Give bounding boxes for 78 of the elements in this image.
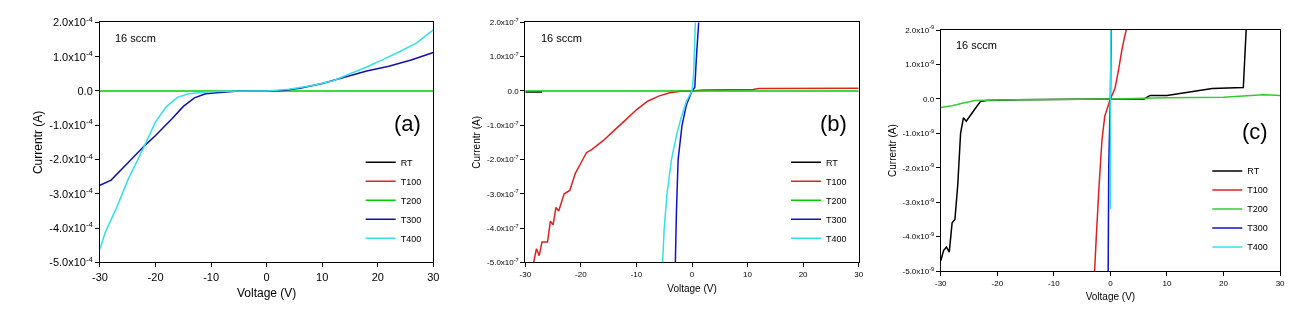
y-tick-label: 0.0 — [77, 84, 93, 97]
legend-label: T200 — [826, 195, 847, 206]
legend-label: T300 — [1247, 223, 1268, 234]
y-tick-label: -1.0x10$^{-4}$ — [49, 117, 94, 132]
x-tick-label: -30 — [935, 278, 948, 288]
x-tick-label: 10 — [743, 270, 753, 280]
x-tick-label: 30 — [1275, 278, 1286, 288]
x-axis-title: Voltage (V) — [236, 285, 297, 300]
x-tick-label: -20 — [147, 270, 164, 283]
x-tick-label: 0 — [689, 270, 695, 280]
y-tick-label: -4.0x10$^{-4}$ — [49, 220, 94, 235]
y-tick-label: 1.0x10$^{-4}$ — [52, 48, 94, 63]
legend-label: T100 — [400, 176, 422, 187]
y-tick-label: 1.0x10$^{-7}$ — [489, 51, 519, 62]
annotation: 16 sccm — [115, 32, 156, 44]
x-axis-title: Voltage (V) — [1085, 291, 1136, 303]
x-tick-label: -20 — [575, 270, 588, 280]
legend-label: RT — [400, 157, 414, 168]
y-tick-label: -3.0x10$^{-4}$ — [49, 186, 94, 200]
x-tick-label: 10 — [316, 270, 329, 283]
x-tick-label: -10 — [1048, 278, 1061, 288]
y-tick-label: -3.0x10$^{-7}$ — [487, 188, 519, 199]
y-tick-label: -4.0x10$^{-7}$ — [487, 222, 519, 233]
y-tick-label: -2.0x10$^{-7}$ — [487, 154, 519, 165]
y-tick-label: -4.0x10$^{-9}$ — [902, 231, 935, 242]
x-tick-label: 0 — [1108, 278, 1114, 288]
line-series — [661, 22, 697, 263]
annotation: 16 sccm — [541, 32, 582, 44]
legend-label: T200 — [400, 195, 422, 206]
legend-label: RT — [826, 157, 839, 168]
x-tick-label: 10 — [1162, 278, 1172, 288]
line-series — [940, 94, 1281, 109]
x-tick-label: 30 — [854, 270, 864, 280]
y-tick-label: -1.0x10$^{-7}$ — [487, 119, 519, 131]
x-tick-label: 20 — [371, 270, 384, 283]
legend-label: T400 — [400, 233, 422, 244]
x-tick-label: 0 — [263, 270, 270, 283]
y-tick-label: 1.0x10$^{-9}$ — [905, 58, 935, 70]
line-series — [99, 29, 434, 250]
line-series — [532, 87, 859, 263]
x-tick-label: -10 — [630, 270, 643, 280]
y-axis-title: Currentr (A) — [886, 124, 898, 177]
x-tick-label: -10 — [203, 270, 220, 283]
y-tick-label: -5.0x10$^{-9}$ — [902, 265, 935, 276]
legend-label: T400 — [1247, 242, 1268, 253]
y-tick-label: -1.0x10$^{-9}$ — [902, 127, 935, 139]
legend-label: T300 — [826, 214, 847, 225]
annotation: (a) — [394, 111, 421, 136]
y-tick-label: -2.0x10$^{-9}$ — [902, 162, 935, 173]
x-tick-label: -20 — [991, 278, 1004, 288]
x-tick-label: 20 — [798, 270, 809, 280]
legend-label: RT — [1247, 166, 1260, 177]
y-tick-label: 2.0x10$^{-4}$ — [52, 14, 94, 29]
y-axis-title: Currentr (A) — [30, 110, 45, 175]
y-tick-label: -5.0x10$^{-4}$ — [49, 254, 94, 269]
y-tick-label: 2.0x10$^{-7}$ — [489, 16, 519, 28]
x-tick-label: -30 — [519, 270, 532, 280]
y-tick-label: 0.0 — [507, 86, 520, 96]
annotation: (b) — [820, 111, 847, 136]
y-tick-label: 2.0x10$^{-9}$ — [905, 24, 935, 35]
line-series — [1093, 30, 1128, 272]
legend-label: T200 — [1247, 204, 1268, 215]
annotation: (c) — [1242, 119, 1268, 144]
x-axis-title: Voltage (V) — [667, 282, 717, 294]
legend-label: T300 — [400, 214, 422, 225]
legend-label: T400 — [826, 233, 847, 244]
annotation: 16 sccm — [956, 39, 997, 51]
x-tick-label: -30 — [92, 270, 108, 283]
y-tick-label: -5.0x10$^{-7}$ — [487, 256, 519, 268]
x-tick-label: 30 — [427, 270, 440, 283]
x-tick-label: 20 — [1219, 278, 1229, 288]
y-tick-label: -2.0x10$^{-4}$ — [49, 151, 94, 166]
y-tick-label: 0.0 — [923, 94, 935, 104]
y-axis-title: Currentr (A) — [471, 116, 483, 169]
legend-label: T100 — [826, 176, 847, 187]
y-tick-label: -3.0x10$^{-9}$ — [902, 196, 935, 207]
legend-label: T100 — [1247, 185, 1268, 196]
line-series — [674, 22, 700, 263]
